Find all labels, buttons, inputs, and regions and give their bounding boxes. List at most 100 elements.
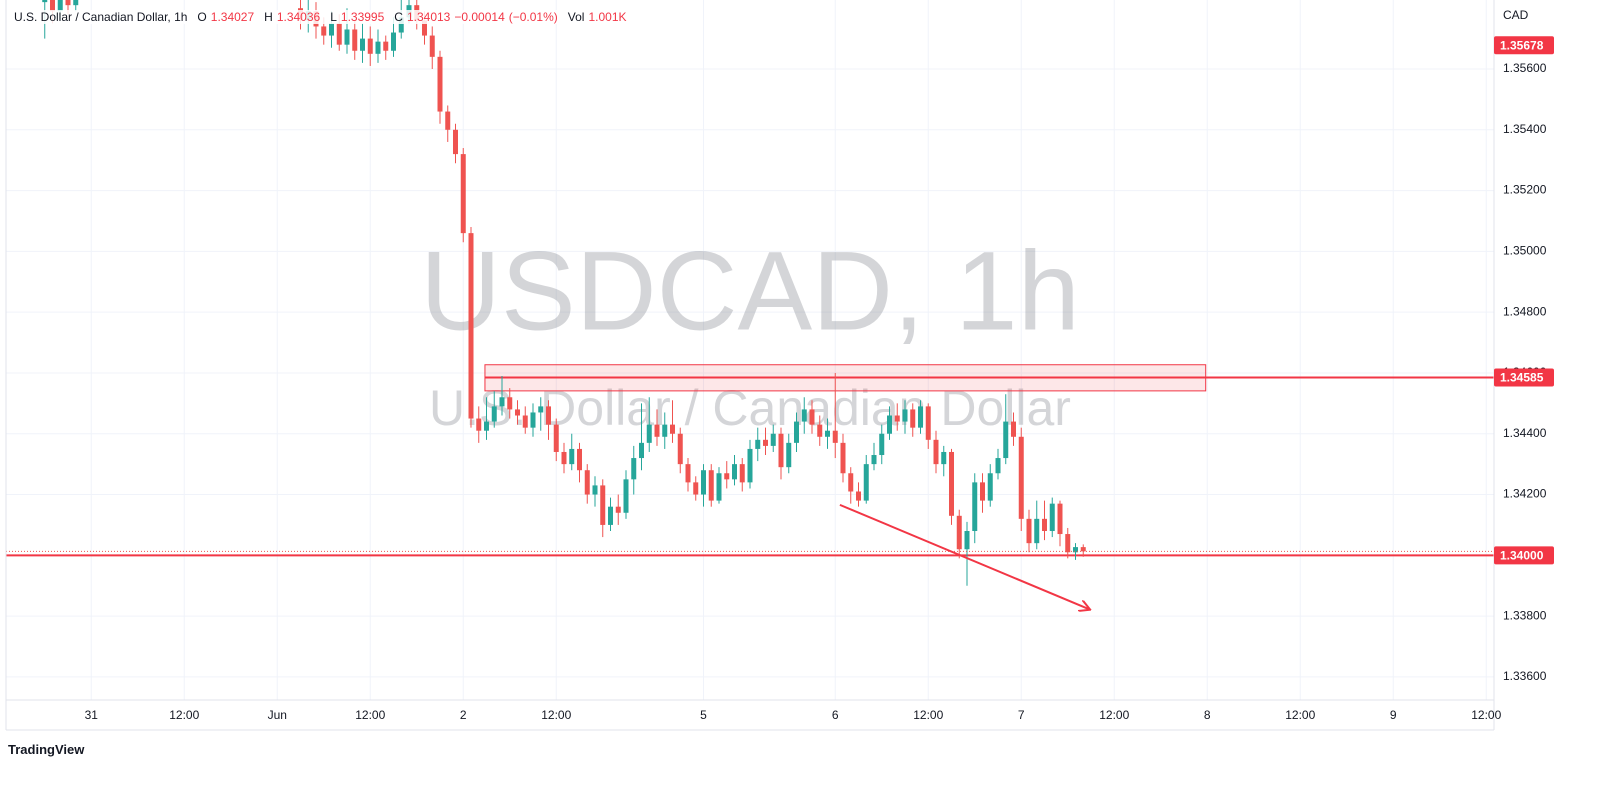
y-tick-label: 1.35400 xyxy=(1503,122,1547,136)
candle-body xyxy=(763,439,768,446)
candle-body xyxy=(375,41,381,54)
x-tick-label: Jun xyxy=(268,708,287,722)
candle-body xyxy=(538,406,544,413)
x-tick-label: 12:00 xyxy=(355,708,385,722)
legend-key: L xyxy=(330,10,337,24)
y-tick-label: 1.34800 xyxy=(1503,304,1547,318)
candle-body xyxy=(329,23,334,36)
candle-body xyxy=(1057,503,1063,535)
candle-body xyxy=(515,409,520,416)
price-badge-label: 1.34000 xyxy=(1500,548,1544,562)
x-tick-label: 7 xyxy=(1018,708,1025,722)
candle-body xyxy=(646,424,652,443)
candle-body xyxy=(801,409,807,422)
candle-body xyxy=(1049,503,1055,532)
candle-body xyxy=(832,430,838,443)
candle-body xyxy=(383,41,389,51)
candle-body xyxy=(530,412,536,428)
watermark-description: U.S. Dollar / Canadian Dollar xyxy=(429,380,1071,436)
candle-body xyxy=(840,442,846,474)
candle-body xyxy=(437,56,443,112)
x-tick-label: 12:00 xyxy=(541,708,571,722)
candle-body xyxy=(732,464,737,480)
candle-body xyxy=(1042,518,1047,532)
legend-key: O xyxy=(197,10,207,24)
x-tick-label: 12:00 xyxy=(1471,708,1501,722)
candle-body xyxy=(956,515,962,550)
candle-body xyxy=(623,479,629,513)
candle-body xyxy=(460,154,466,234)
candle-body xyxy=(391,32,396,51)
candle-body xyxy=(848,473,854,492)
candle-body xyxy=(879,433,885,456)
candle-body xyxy=(941,451,947,465)
candle-body xyxy=(987,473,993,501)
candle-body xyxy=(910,409,916,428)
candle-body xyxy=(1080,547,1086,552)
candle-body xyxy=(925,406,931,440)
x-tick-label: 12:00 xyxy=(1099,708,1129,722)
candle-body xyxy=(1026,518,1032,544)
candle-body xyxy=(949,451,954,516)
x-tick-label: 8 xyxy=(1204,708,1211,722)
candle-body xyxy=(1018,436,1024,519)
price-badge xyxy=(1494,36,1554,55)
candle-body xyxy=(577,448,582,471)
candle-body xyxy=(786,442,792,468)
candle-body xyxy=(825,430,830,437)
candle-body xyxy=(863,464,869,501)
candle-body xyxy=(724,473,730,480)
candle-body xyxy=(507,397,513,410)
candle-body xyxy=(499,397,505,407)
candle-body xyxy=(57,0,63,12)
x-tick-label: 12:00 xyxy=(169,708,199,722)
legend-key: C xyxy=(394,10,403,24)
candle-body xyxy=(546,406,551,425)
candle-body xyxy=(639,442,644,459)
candle-body xyxy=(360,38,365,51)
candle-body xyxy=(972,482,978,532)
candle-body xyxy=(592,485,598,495)
candle-body xyxy=(980,482,985,501)
y-tick-label: 1.35600 xyxy=(1503,61,1547,75)
legend-change-pct: (−0.01%) xyxy=(508,10,558,24)
candle-body xyxy=(685,464,691,483)
candle-body xyxy=(1003,421,1009,459)
x-tick-label: 12:00 xyxy=(1285,708,1315,722)
candle-body xyxy=(321,26,327,36)
candle-body xyxy=(894,415,900,422)
candle-body xyxy=(747,448,753,483)
candle-body xyxy=(584,470,590,495)
candle-body xyxy=(1065,534,1071,553)
watermark-symbol: USDCAD, 1h xyxy=(420,229,1080,354)
price-badge-label: 1.34585 xyxy=(1500,371,1544,385)
candle-body xyxy=(654,424,660,437)
candle-body xyxy=(561,451,567,465)
candle-body xyxy=(50,0,55,12)
candle-body xyxy=(569,448,575,465)
candle-body xyxy=(484,421,489,431)
candle-body xyxy=(693,482,699,495)
legend-value: 1.34027 xyxy=(210,10,255,24)
candle-body xyxy=(553,424,559,452)
brand: TradingView xyxy=(8,742,85,757)
legend-change: −0.00014 xyxy=(454,10,505,24)
candle-body xyxy=(453,129,458,155)
price-badge xyxy=(1494,368,1554,387)
candle-body xyxy=(476,418,482,431)
candle-body xyxy=(739,464,745,483)
y-tick-label: 1.35200 xyxy=(1503,183,1547,197)
legend-key: H xyxy=(264,10,273,24)
candle-body xyxy=(608,506,613,525)
candle-body xyxy=(468,233,474,419)
y-tick-label: 1.35000 xyxy=(1503,244,1547,258)
candle-body xyxy=(336,23,342,45)
candle-body xyxy=(670,424,675,434)
candle-body xyxy=(933,439,939,465)
symbol: U.S. Dollar / Canadian Dollar, 1h xyxy=(14,10,188,24)
legend-value: 1.33995 xyxy=(340,10,385,24)
price-badge xyxy=(1494,546,1554,565)
legend-key: Vol xyxy=(567,10,585,24)
candle-body xyxy=(817,424,823,437)
